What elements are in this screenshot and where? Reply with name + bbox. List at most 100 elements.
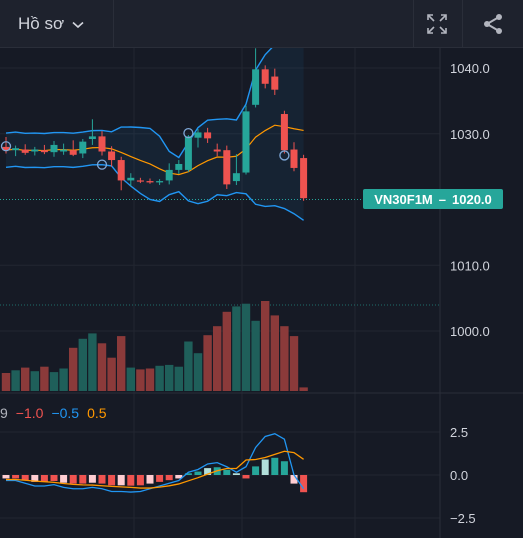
volume-bar [155,365,164,391]
candle-body [194,132,202,138]
macd-line-value: −0.5 [51,405,80,421]
candle [261,65,269,89]
volume-bar [59,368,68,391]
volume-bar [49,372,59,391]
candle [184,135,192,172]
candle-body [12,148,20,151]
candle-body [204,132,212,139]
candle-body [223,150,231,185]
candle [194,129,202,148]
candle-body [40,150,48,153]
candle-body [300,158,308,199]
macd-period: 9 [0,405,8,421]
macd-histogram-bar [175,475,183,479]
volume-bar [280,326,289,391]
volume-bar [251,320,260,391]
macd-histogram-bar [2,475,10,479]
candle-body [252,69,260,105]
price-tick-label: 1040.0 [450,61,490,76]
candle [300,154,308,201]
signal-marker [0,141,12,152]
macd-histogram-bar [136,475,144,486]
macd-histogram-bar [31,475,39,482]
fullscreen-button[interactable] [413,0,461,47]
volume-bar [11,370,20,391]
volume-bars [1,301,308,391]
share-button[interactable] [462,0,523,47]
candle [146,178,154,184]
candle-body [127,177,135,181]
candle [127,173,135,187]
candle [204,127,212,143]
macd-histogram-bar [223,469,231,475]
macd-histogram-bar [300,475,308,493]
candle-body [136,180,144,182]
candle-body [232,173,240,182]
candle [21,144,29,155]
volume-bar [184,341,193,391]
volume-bar [78,338,87,391]
candle-body [79,141,87,154]
macd-histogram-bar [21,475,29,481]
volume-bar [165,364,174,391]
macd-line [6,433,305,493]
candle-body [88,136,96,140]
volume-bar [97,343,107,391]
signal-markers [0,127,290,170]
macd-histogram-bar [204,468,212,475]
candle [117,156,125,191]
candle [223,145,231,189]
volume-bar [21,367,30,391]
volume-bar [88,333,97,391]
price-tick-label: 1030.0 [450,127,490,142]
share-icon [483,13,502,34]
macd-histogram-bar [156,475,164,482]
volume-bar [232,306,241,391]
volume-bar [203,335,212,391]
candle-body [69,150,77,155]
candle [213,143,221,157]
macd-histogram-bar [69,475,77,484]
candle [290,142,298,172]
candle-body [280,114,288,151]
macd-signal-line [6,450,304,489]
candle-body [98,136,106,152]
macd-histogram-bar [242,475,250,479]
macd-legend: 9 −1.0 −0.5 0.5 [0,404,107,422]
price-axis: 1040.0 1030.0 1010.0 1000.0 [450,61,490,339]
candle [40,144,48,155]
candle-body [261,69,269,84]
macd-histogram-bar [146,475,154,484]
candle [98,131,106,156]
macd-histogram-bar [165,475,173,481]
macd-signal-value: 0.5 [87,405,107,421]
candle-body [213,149,221,152]
candle [69,140,77,157]
profile-menu[interactable]: Hồ sơ [18,0,113,47]
volume-bar [261,301,270,391]
signal-marker [183,127,194,139]
macd-histogram-bar [79,475,87,484]
chart-toolbar: Hồ sơ [0,0,523,48]
volume-bar [40,366,49,391]
candle-body [31,149,39,152]
candle [242,105,250,175]
macd-histogram-bar [98,475,106,484]
volume-bar [193,353,203,391]
macd-histogram-bar [252,466,260,475]
profile-label: Hồ sơ [18,13,65,33]
candle [50,140,58,157]
macd-histogram-value: −1.0 [15,405,44,421]
candle [108,146,116,167]
macd-histogram-bar [108,475,116,486]
last-price-label: VN30F1M – 1020.0 [363,189,503,209]
volume-bar [145,368,155,391]
candle [156,179,164,186]
candle-body [165,169,173,181]
candle [88,119,96,145]
chart-canvas[interactable]: 1040.0 1030.0 1010.0 1000.0 2.5 0.0 −2.5 [0,48,523,538]
price-tick-label: 1010.0 [450,258,490,273]
macd-histogram-bar [12,475,20,479]
candle-body [290,149,298,168]
macd-histogram-bar [40,475,48,482]
